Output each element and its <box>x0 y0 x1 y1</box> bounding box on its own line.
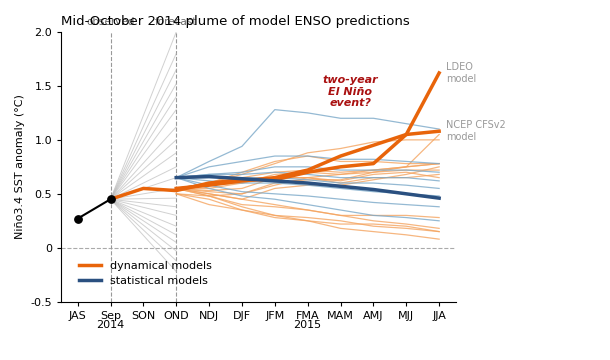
Text: LDEO
model: LDEO model <box>446 62 476 84</box>
Text: Mid-October 2014 plume of model ENSO predictions: Mid-October 2014 plume of model ENSO pre… <box>61 15 410 28</box>
Point <box>73 216 82 221</box>
Text: NCEP CFSv2
model: NCEP CFSv2 model <box>446 121 506 142</box>
Text: forecast: forecast <box>155 17 198 27</box>
Text: 2014: 2014 <box>96 320 124 330</box>
Legend: dynamical models, statistical models: dynamical models, statistical models <box>74 256 217 291</box>
Text: 2015: 2015 <box>293 320 321 330</box>
Y-axis label: Niño3.4 SST anomaly (°C): Niño3.4 SST anomaly (°C) <box>15 94 25 239</box>
Point <box>106 196 115 202</box>
Text: two-year
El Niño
event?: two-year El Niño event? <box>323 75 378 108</box>
Text: observed: observed <box>87 17 135 27</box>
